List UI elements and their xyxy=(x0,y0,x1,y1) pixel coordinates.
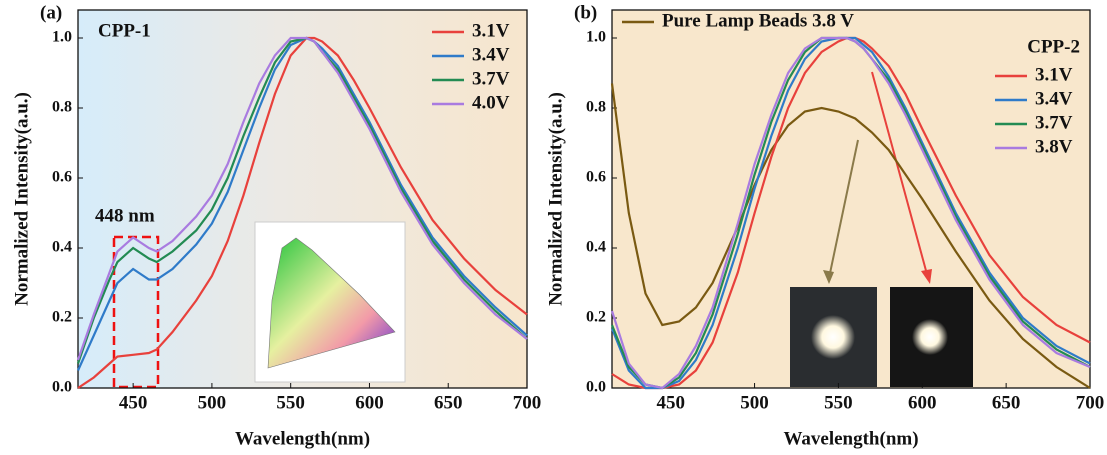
legend-label: 4.0V xyxy=(472,92,510,113)
y-tick-label: 0.4 xyxy=(52,239,72,256)
cie-inset xyxy=(254,221,406,383)
legend-label: 3.4V xyxy=(472,44,510,65)
legend-label: 3.7V xyxy=(472,68,510,89)
series-line xyxy=(76,36,528,364)
x-tick-label: 600 xyxy=(908,392,937,413)
y-tick-label: 0.6 xyxy=(52,169,72,186)
panel-label: (b) xyxy=(574,2,597,23)
series-line xyxy=(610,83,1091,389)
y-tick-label: 1.0 xyxy=(586,29,606,46)
x-axis-label: Wavelength(nm) xyxy=(235,428,370,449)
y-tick-label: 0.2 xyxy=(586,309,606,326)
x-tick-label: 700 xyxy=(1076,392,1105,413)
series-line xyxy=(77,36,528,389)
legend-label: 3.8V xyxy=(1035,136,1073,157)
x-tick-label: 550 xyxy=(276,392,305,413)
series-line xyxy=(76,36,528,371)
legend-label: 3.1V xyxy=(472,20,510,41)
legend-label: 3.7V xyxy=(1035,112,1073,133)
y-axis-label: Normalized Intensity(a.u.) xyxy=(11,92,32,306)
legend-label: Pure Lamp Beads 3.8 V xyxy=(662,10,854,31)
series-line xyxy=(610,36,1091,390)
y-tick-label: 0.0 xyxy=(586,379,606,396)
x-tick-label: 450 xyxy=(119,392,148,413)
y-tick-label: 0.8 xyxy=(52,99,72,116)
legend-label: 3.1V xyxy=(1035,64,1073,85)
y-tick-label: 0.2 xyxy=(52,309,72,326)
y-tick-label: 0.0 xyxy=(52,379,72,396)
y-tick-label: 0.8 xyxy=(586,99,606,116)
panel-label: (a) xyxy=(40,2,62,23)
axes-frame xyxy=(77,9,528,389)
x-tick-label: 450 xyxy=(656,392,685,413)
x-tick-label: 500 xyxy=(198,392,227,413)
y-tick-label: 0.4 xyxy=(586,239,606,256)
x-tick-label: 650 xyxy=(992,392,1021,413)
x-tick-label: 600 xyxy=(355,392,384,413)
annotation: CPP-1 xyxy=(98,20,151,41)
annotation: 448 nm xyxy=(95,205,155,226)
y-tick-label: 1.0 xyxy=(52,29,72,46)
x-tick-label: 700 xyxy=(513,392,542,413)
highlight-box xyxy=(112,235,160,389)
series-line xyxy=(76,36,528,361)
x-tick-label: 500 xyxy=(740,392,769,413)
annotation: CPP-2 xyxy=(1027,36,1080,57)
photos xyxy=(790,287,973,387)
x-tick-label: 650 xyxy=(434,392,463,413)
series-line xyxy=(610,36,1091,390)
x-tick-label: 550 xyxy=(824,392,853,413)
y-axis-label: Normalized Intensity(a.u.) xyxy=(545,92,566,306)
arrows xyxy=(823,71,932,284)
series-line xyxy=(611,36,1091,390)
legend-label: 3.4V xyxy=(1035,88,1073,109)
axes-frame xyxy=(611,9,1091,389)
x-axis-label: Wavelength(nm) xyxy=(783,428,918,449)
y-tick-label: 0.6 xyxy=(586,169,606,186)
